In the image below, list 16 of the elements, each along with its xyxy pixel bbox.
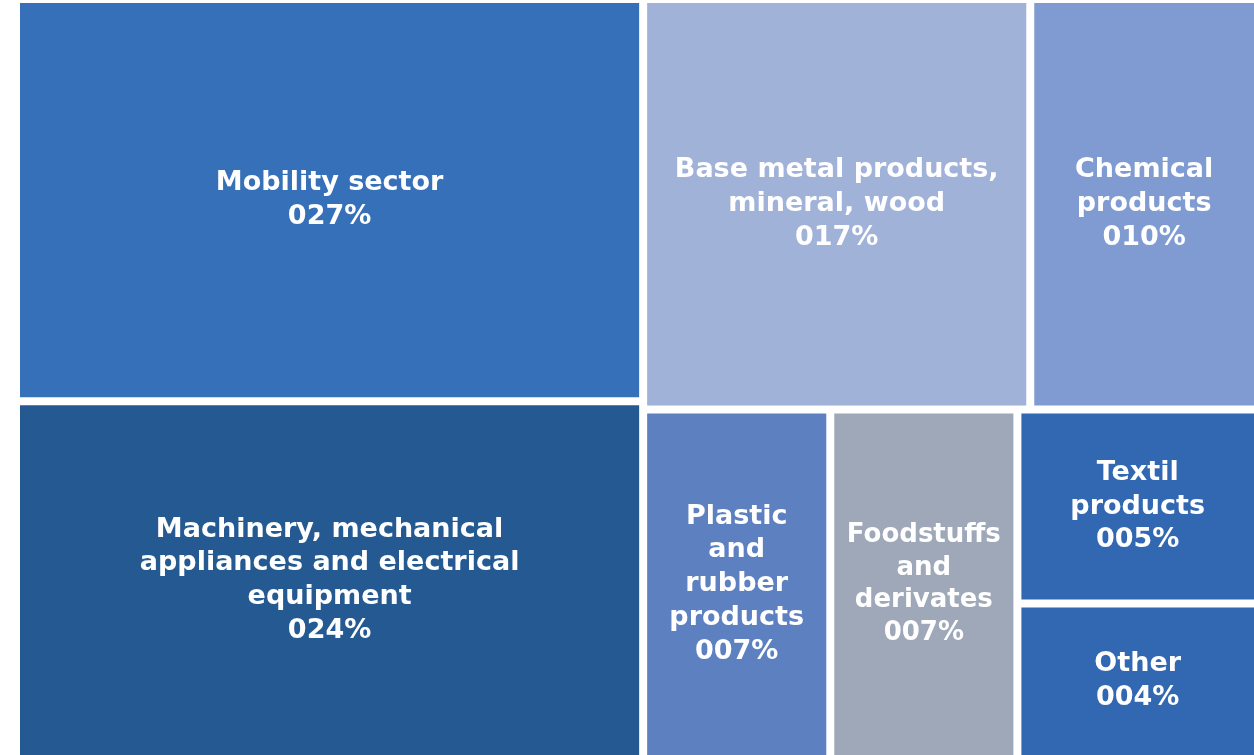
data-label: 010%: [1102, 219, 1186, 251]
category-label: Other: [1094, 646, 1182, 678]
category-label: Plastic and rubber products: [669, 498, 805, 631]
category-label: Foodstuffs and derivates: [846, 518, 1001, 614]
data-label: 017%: [795, 219, 879, 251]
category-label: Textil products: [1070, 454, 1206, 520]
category-label: Base metal products, mineral, wood: [674, 152, 999, 218]
category-label: Machinery, mechanical appliances and electrical equipment: [139, 511, 520, 611]
data-label: 007%: [695, 633, 779, 665]
category-label: Chemical products: [1075, 152, 1214, 218]
data-label: 027%: [287, 199, 372, 231]
category-label: Mobility sector: [215, 165, 445, 197]
data-label: 004%: [1096, 680, 1180, 712]
data-label: 007%: [883, 615, 965, 646]
data-label: 005%: [1096, 522, 1180, 554]
data-label: 024%: [287, 612, 372, 644]
